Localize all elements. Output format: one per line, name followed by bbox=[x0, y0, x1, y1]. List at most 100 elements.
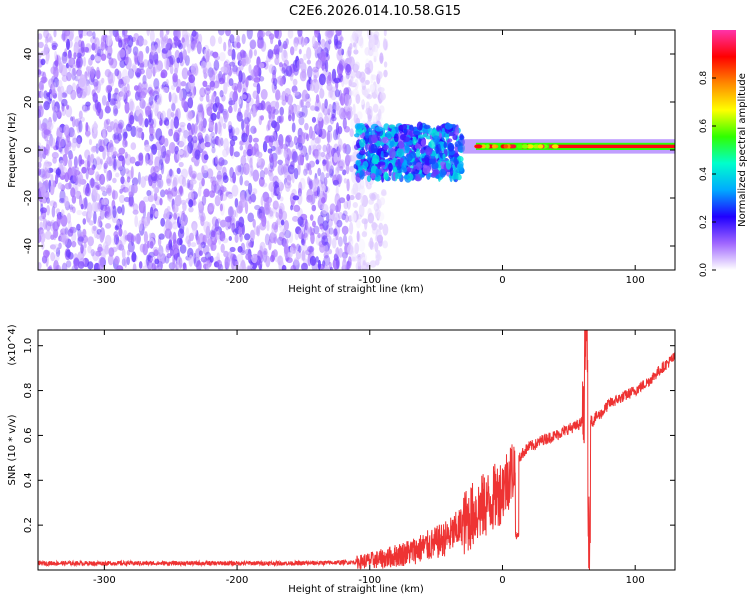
spectrogram-cell bbox=[279, 196, 284, 202]
spectrogram-cell bbox=[179, 121, 186, 128]
spectrogram-cell bbox=[206, 168, 214, 179]
spectrogram-cell bbox=[290, 265, 297, 270]
spectrogram-cell bbox=[49, 200, 56, 207]
spectrogram-cell bbox=[196, 172, 204, 181]
spectrogram-cell bbox=[93, 211, 97, 225]
spectrogram-cell bbox=[99, 139, 106, 152]
spectrogram-cell bbox=[132, 203, 139, 212]
spectrogram-cell bbox=[210, 230, 217, 238]
spectrogram-cell bbox=[80, 40, 85, 54]
spectrogram-cell bbox=[304, 228, 309, 241]
spectrogram-cell bbox=[229, 61, 236, 67]
spectrogram-cell bbox=[201, 164, 209, 174]
spectrogram-cell bbox=[172, 72, 178, 83]
spectrogram-cell bbox=[154, 156, 160, 169]
spectrogram-cell bbox=[150, 45, 155, 56]
spectrogram-cell bbox=[313, 124, 318, 132]
spectrogram-cell bbox=[372, 103, 379, 113]
spectrogram-cell bbox=[317, 233, 321, 239]
spectrogram-cell bbox=[249, 39, 257, 50]
spectrogram-cell bbox=[104, 204, 111, 216]
spectrogram-cell bbox=[98, 256, 104, 270]
spectrogram-cell bbox=[352, 182, 359, 195]
spectrogram-cell bbox=[252, 218, 256, 228]
spectrogram-cell bbox=[120, 176, 125, 185]
spectrogram-cell bbox=[379, 197, 386, 206]
spectrogram-cell bbox=[299, 177, 306, 190]
spectrogram-cell bbox=[303, 232, 308, 239]
spectrogram-cell bbox=[198, 243, 203, 251]
spectrogram-cell bbox=[370, 193, 377, 202]
spectrogram-cell bbox=[60, 209, 65, 217]
spectrogram-cell bbox=[400, 157, 404, 164]
spectrogram-cell bbox=[181, 97, 186, 109]
colorbar-tick-label: 0.6 bbox=[699, 119, 709, 134]
spectrogram-cell bbox=[172, 203, 179, 214]
spectrogram-cell bbox=[424, 156, 430, 166]
spectrogram-cell bbox=[217, 164, 223, 173]
spectrogram-cell bbox=[67, 57, 74, 66]
spectrogram-cell bbox=[239, 61, 244, 71]
spectrogram-cell bbox=[297, 154, 304, 166]
spectrogram-cell bbox=[76, 56, 83, 70]
y-tick-label: 40 bbox=[23, 48, 34, 61]
spectrogram-cell bbox=[241, 33, 246, 45]
spectrogram-cell bbox=[328, 103, 333, 113]
spectrogram-cell bbox=[174, 94, 179, 104]
spectrogram-cell bbox=[376, 193, 380, 201]
spectrogram-cell bbox=[337, 46, 343, 56]
spectrogram-cell bbox=[94, 193, 101, 202]
spectrogram-cell bbox=[458, 161, 464, 168]
spectrogram-cell bbox=[112, 104, 118, 117]
spectrogram-cell bbox=[173, 37, 181, 46]
spectrogram-cell bbox=[315, 94, 320, 104]
spectrogram-cell bbox=[379, 105, 385, 114]
spectrogram-cell bbox=[336, 256, 340, 270]
spectrogram-cell bbox=[337, 160, 344, 169]
spectrogram-cell bbox=[398, 140, 405, 150]
spectrogram-cell bbox=[101, 205, 108, 212]
spectrogram-cell bbox=[167, 50, 172, 57]
spectrogram-cell bbox=[284, 230, 292, 239]
spectrogram-cell bbox=[396, 165, 401, 171]
y-tick-label: 0.2 bbox=[23, 517, 34, 533]
spectrogram-cell bbox=[42, 197, 46, 204]
spectrogram-cell bbox=[108, 78, 114, 88]
spectrogram-cell bbox=[100, 158, 103, 165]
spectrogram-cell bbox=[131, 64, 137, 73]
colorbar-label: Normalized spectral amplitude bbox=[737, 73, 748, 227]
spectrogram-cell bbox=[68, 127, 75, 138]
spectrogram-cell bbox=[413, 130, 421, 136]
spectrogram-cell bbox=[38, 262, 42, 270]
spectrogram-cell bbox=[288, 231, 294, 244]
spectrogram-cell bbox=[135, 39, 139, 46]
spectrogram-cell bbox=[155, 63, 161, 73]
spectrogram-cell bbox=[185, 34, 190, 48]
spectrogram-cell bbox=[198, 250, 203, 256]
spectrogram-cell bbox=[283, 49, 287, 59]
spectrogram-cell bbox=[377, 161, 386, 166]
spectrogram-cell bbox=[178, 257, 183, 269]
spectrogram-cell bbox=[56, 214, 61, 228]
spectrogram-cell bbox=[71, 67, 76, 81]
spectrogram-cell bbox=[300, 244, 308, 252]
spectrogram-cell bbox=[522, 144, 527, 149]
spectrogram-cell bbox=[168, 221, 173, 231]
spectrogram-y-label: Frequency (Hz) bbox=[7, 112, 18, 188]
spectrogram-cell bbox=[76, 137, 81, 149]
spectrogram-cell bbox=[240, 249, 246, 256]
spectrogram-cell bbox=[229, 167, 234, 179]
spectrogram-cell bbox=[432, 135, 441, 143]
spectrogram-cell bbox=[166, 149, 171, 158]
spectrogram-cell bbox=[289, 246, 294, 256]
spectrogram-cell bbox=[365, 262, 371, 268]
x-tick-label: -200 bbox=[226, 575, 249, 586]
spectrogram-cell bbox=[326, 83, 333, 91]
spectrogram-cell bbox=[119, 91, 127, 101]
spectrogram-cell bbox=[343, 126, 351, 133]
spectrogram-cell bbox=[118, 147, 126, 155]
spectrogram-cell bbox=[322, 244, 329, 254]
spectrogram-cell bbox=[491, 144, 497, 149]
spectrogram-cell bbox=[178, 161, 184, 168]
spectrogram-cell bbox=[309, 180, 313, 190]
